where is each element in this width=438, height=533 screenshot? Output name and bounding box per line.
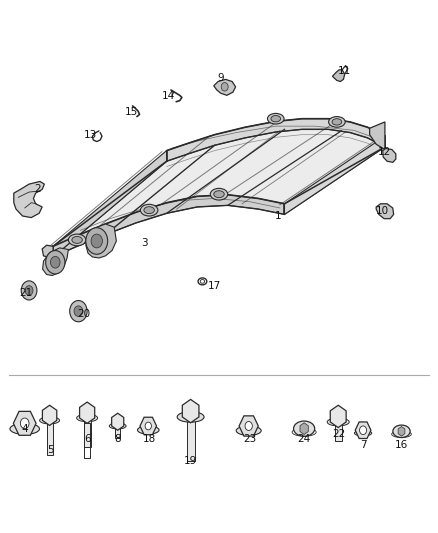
Text: 19: 19 <box>184 456 197 465</box>
Polygon shape <box>332 70 345 82</box>
Text: 1: 1 <box>275 211 281 221</box>
Polygon shape <box>42 248 68 276</box>
FancyBboxPatch shape <box>115 422 120 438</box>
Ellipse shape <box>10 423 39 434</box>
Text: 13: 13 <box>84 130 97 140</box>
Polygon shape <box>370 122 385 150</box>
Ellipse shape <box>332 119 342 125</box>
Ellipse shape <box>293 421 315 436</box>
Ellipse shape <box>141 204 158 216</box>
Polygon shape <box>285 136 385 214</box>
Text: 23: 23 <box>243 434 256 445</box>
Circle shape <box>50 256 60 268</box>
Text: 21: 21 <box>19 288 33 298</box>
Text: 15: 15 <box>125 107 138 117</box>
Polygon shape <box>383 149 396 163</box>
Circle shape <box>245 422 252 431</box>
Circle shape <box>25 286 33 295</box>
Ellipse shape <box>144 207 154 214</box>
Polygon shape <box>376 204 394 219</box>
FancyBboxPatch shape <box>84 413 91 447</box>
Ellipse shape <box>393 425 410 438</box>
Circle shape <box>91 234 102 248</box>
FancyBboxPatch shape <box>335 416 342 441</box>
Polygon shape <box>14 181 44 217</box>
Text: 20: 20 <box>77 309 90 319</box>
Polygon shape <box>166 119 385 161</box>
Text: 22: 22 <box>332 429 346 439</box>
Text: 3: 3 <box>141 238 148 247</box>
Text: 2: 2 <box>35 184 41 195</box>
Ellipse shape <box>77 414 98 422</box>
Text: 12: 12 <box>378 147 392 157</box>
Ellipse shape <box>268 114 284 124</box>
Ellipse shape <box>271 116 281 122</box>
Text: 17: 17 <box>208 281 221 290</box>
Ellipse shape <box>68 234 86 246</box>
Circle shape <box>360 426 367 434</box>
Ellipse shape <box>177 411 204 422</box>
Circle shape <box>145 422 152 430</box>
Text: 9: 9 <box>218 73 225 83</box>
Circle shape <box>21 281 37 300</box>
Ellipse shape <box>210 188 228 200</box>
Polygon shape <box>53 151 166 257</box>
Text: 14: 14 <box>162 91 175 101</box>
Text: 5: 5 <box>48 445 54 455</box>
Ellipse shape <box>328 117 345 127</box>
FancyBboxPatch shape <box>187 411 194 461</box>
Ellipse shape <box>354 430 372 436</box>
Ellipse shape <box>72 237 82 244</box>
Circle shape <box>70 301 87 322</box>
Circle shape <box>46 251 65 274</box>
Circle shape <box>221 83 228 91</box>
Ellipse shape <box>327 418 349 426</box>
Text: 24: 24 <box>297 434 311 445</box>
Text: 4: 4 <box>21 424 28 434</box>
Ellipse shape <box>40 417 60 424</box>
Text: 8: 8 <box>114 434 121 445</box>
Polygon shape <box>86 224 117 258</box>
Ellipse shape <box>236 426 261 435</box>
Polygon shape <box>53 195 285 257</box>
Ellipse shape <box>110 423 126 429</box>
Circle shape <box>21 418 29 429</box>
Text: 16: 16 <box>395 440 408 450</box>
Polygon shape <box>42 245 53 259</box>
Ellipse shape <box>179 413 202 421</box>
Text: 6: 6 <box>85 434 92 445</box>
Circle shape <box>74 306 83 317</box>
Ellipse shape <box>138 426 159 434</box>
Text: 18: 18 <box>142 434 156 445</box>
Ellipse shape <box>214 191 224 198</box>
Text: 7: 7 <box>360 440 367 450</box>
Text: 11: 11 <box>338 66 351 76</box>
FancyBboxPatch shape <box>46 415 53 455</box>
Polygon shape <box>214 79 236 95</box>
Polygon shape <box>53 130 385 246</box>
Text: 10: 10 <box>376 206 389 216</box>
Circle shape <box>86 228 108 254</box>
